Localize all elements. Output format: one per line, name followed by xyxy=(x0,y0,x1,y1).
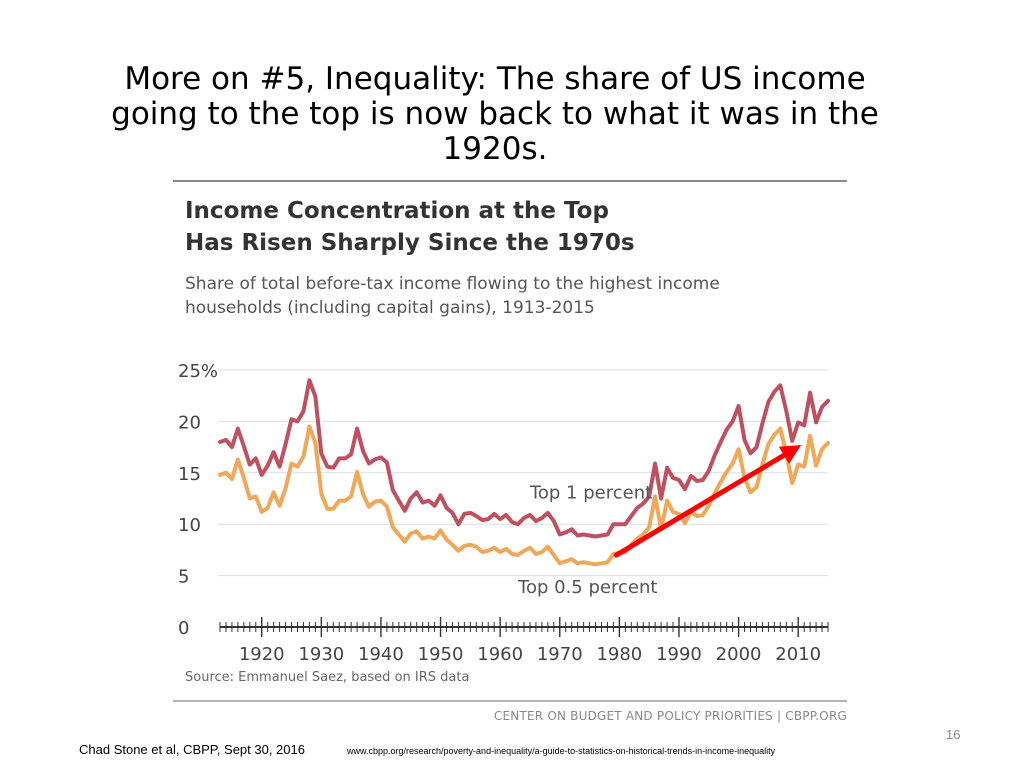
chart-subtitle-line-2: households (including capital gains), 19… xyxy=(185,298,595,318)
x-tick-label-1990: 1990 xyxy=(656,644,702,665)
chart-title-line-1: Income Concentration at the Top xyxy=(185,198,609,224)
annotation-top-1-percent: Top 1 percent xyxy=(529,483,652,504)
citation: Chad Stone et al, CBPP, Sept 30, 2016 xyxy=(79,742,305,757)
x-tick-label-1950: 1950 xyxy=(418,644,464,665)
red-arrow-shaft xyxy=(613,452,787,558)
chart-subtitle: Share of total before-tax income flowing… xyxy=(185,272,720,320)
annotation-top-0-5-percent: Top 0.5 percent xyxy=(517,577,657,598)
x-tick-label-2000: 2000 xyxy=(716,644,762,665)
x-tick-label-1980: 1980 xyxy=(596,644,642,665)
series-line-top-0-5-percent xyxy=(218,424,830,567)
slide-title: More on #5, Inequality: The share of US … xyxy=(60,62,930,167)
x-tick-label-1930: 1930 xyxy=(298,644,344,665)
x-tick-label-1920: 1920 xyxy=(239,644,285,665)
source-url[interactable]: www.cbpp.org/research/poverty-and-inequa… xyxy=(347,746,776,756)
y-tick-label-20: 20 xyxy=(178,412,201,433)
y-tick-label-0: 0 xyxy=(178,618,189,639)
x-tick-label-1940: 1940 xyxy=(358,644,404,665)
chart-bottom-rule xyxy=(173,700,847,702)
x-tick-label-2010: 2010 xyxy=(775,644,821,665)
red-arrow-head xyxy=(778,445,802,464)
slide-title-line-2: going to the top is now back to what it … xyxy=(111,96,879,132)
y-tick-label-15: 15 xyxy=(178,464,201,485)
chart-top-rule xyxy=(173,180,847,182)
chart-subtitle-line-1: Share of total before-tax income flowing… xyxy=(185,274,720,294)
chart-title-line-2: Has Risen Sharply Since the 1970s xyxy=(185,230,635,256)
x-tick-label-1960: 1960 xyxy=(477,644,523,665)
y-tick-label-25: 25% xyxy=(178,361,218,382)
chart-title: Income Concentration at the Top Has Rise… xyxy=(185,195,635,259)
slide-title-line-1: More on #5, Inequality: The share of US … xyxy=(124,61,866,97)
slide-title-line-3: 1920s. xyxy=(442,131,548,167)
x-tick-label-1970: 1970 xyxy=(537,644,583,665)
chart-source: Source: Emmanuel Saez, based on IRS data xyxy=(185,670,470,685)
series-line-top-1-percent xyxy=(218,378,830,539)
chart-org-credit: CENTER ON BUDGET AND POLICY PRIORITIES |… xyxy=(493,709,847,723)
y-tick-label-5: 5 xyxy=(178,567,189,588)
line-chart: 0 5 10 15 20 25% 1920 1930 1940 1950 1960 1970 1980 1… xyxy=(178,361,830,665)
y-tick-label-10: 10 xyxy=(178,515,201,536)
page-number: 16 xyxy=(946,727,961,742)
